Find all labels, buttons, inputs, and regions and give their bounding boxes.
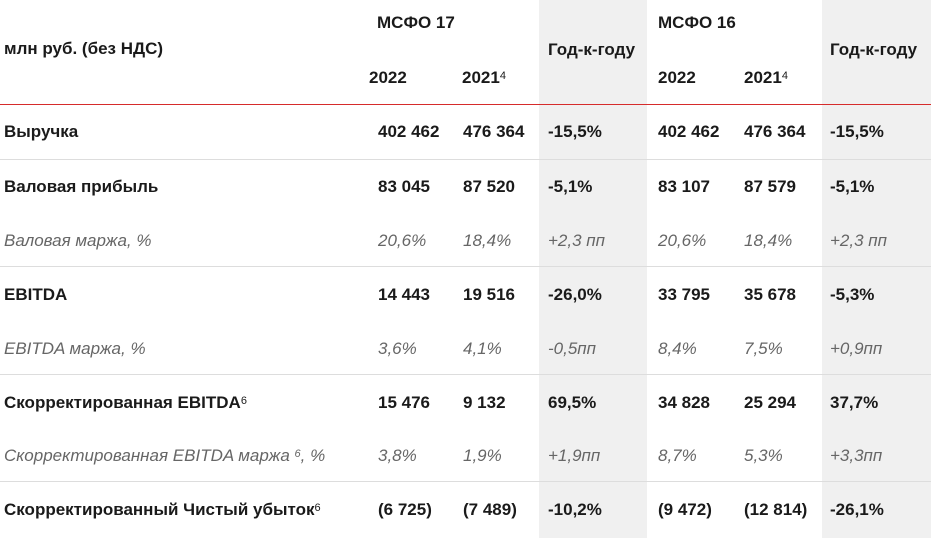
year-header-msfo16-2022: 2022: [658, 68, 696, 87]
unit-label: млн руб. (без НДС): [4, 39, 164, 58]
footnote-ref: 6: [240, 395, 247, 407]
cell-yoy: 37,7%: [830, 393, 879, 412]
footnote-ref: 4: [781, 70, 788, 82]
cell-value: 1,9%: [463, 446, 502, 465]
cell-yoy: -15,5%: [548, 122, 602, 141]
row-label-gross-margin: Валовая маржа, %: [4, 231, 152, 250]
yoy-header-msfo16: Год-к-году: [830, 40, 918, 59]
cell-value: 83 107: [658, 177, 710, 196]
yoy-header-msfo17: Год-к-году: [548, 40, 636, 59]
cell-value: 20,6%: [658, 231, 707, 250]
cell-value: 3,8%: [378, 446, 417, 465]
row-label-revenue: Выручка: [4, 122, 79, 141]
cell-yoy: -5,1%: [830, 177, 875, 196]
cell-value: 20,6%: [378, 231, 427, 250]
group-header-msfo17: МСФО 17: [377, 13, 455, 32]
footnote-ref: 6: [294, 448, 301, 460]
cell-value: 19 516: [463, 285, 515, 304]
cell-yoy: -10,2%: [548, 500, 602, 519]
cell-value: 14 443: [378, 285, 430, 304]
cell-value: 8,7%: [658, 446, 697, 465]
cell-value: 476 364: [744, 122, 806, 141]
cell-value: 3,6%: [378, 339, 417, 358]
row-divider: [0, 266, 931, 267]
cell-value: 402 462: [378, 122, 440, 141]
cell-value: 83 045: [378, 177, 430, 196]
cell-value: 18,4%: [463, 231, 512, 250]
cell-value: 8,4%: [658, 339, 697, 358]
cell-value: 34 828: [658, 393, 710, 412]
row-label-adjusted-ebitda: Скорректированная EBITDA6: [4, 393, 247, 412]
cell-yoy: +2,3 пп: [830, 231, 887, 250]
cell-yoy: +3,3пп: [830, 446, 883, 465]
cell-value: (9 472): [658, 500, 712, 519]
cell-value: (6 725): [378, 500, 432, 519]
row-divider: [0, 374, 931, 375]
cell-yoy: -26,0%: [548, 285, 602, 304]
row-label-ebitda-margin: EBITDA маржа, %: [4, 339, 146, 358]
cell-value: 87 520: [463, 177, 515, 196]
cell-yoy: +2,3 пп: [548, 231, 605, 250]
cell-value: 18,4%: [744, 231, 793, 250]
cell-value: 9 132: [463, 393, 506, 412]
cell-value: 4,1%: [463, 339, 502, 358]
year-header-msfo17-2022: 2022: [369, 68, 407, 87]
cell-value: 7,5%: [744, 339, 783, 358]
row-label-adjusted-net-loss: Скорректированный Чистый убыток6: [4, 500, 321, 519]
cell-value: 402 462: [658, 122, 720, 141]
cell-value: 476 364: [463, 122, 525, 141]
yoy-column-shade-msfo16: [822, 0, 931, 538]
cell-yoy: -15,5%: [830, 122, 884, 141]
cell-value: 33 795: [658, 285, 710, 304]
cell-value: 25 294: [744, 393, 796, 412]
cell-value: 15 476: [378, 393, 430, 412]
cell-yoy: -5,1%: [548, 177, 593, 196]
footnote-ref: 6: [314, 502, 321, 514]
yoy-column-shade-msfo17: [539, 0, 647, 538]
year-header-msfo16-2021: 20214: [744, 68, 788, 87]
row-label-adjusted-ebitda-margin: Скорректированная EBITDA маржа 6, %: [4, 446, 326, 465]
row-label-gross-profit: Валовая прибыль: [4, 177, 159, 196]
header-divider: [0, 104, 931, 105]
cell-yoy: -26,1%: [830, 500, 884, 519]
cell-yoy: -0,5пп: [548, 339, 597, 358]
cell-value: (7 489): [463, 500, 517, 519]
cell-yoy: +1,9пп: [548, 446, 601, 465]
row-divider: [0, 159, 931, 160]
cell-yoy: 69,5%: [548, 393, 597, 412]
row-label-ebitda: EBITDA: [4, 285, 68, 304]
cell-value: (12 814): [744, 500, 808, 519]
row-divider: [0, 481, 931, 482]
cell-yoy: +0,9пп: [830, 339, 883, 358]
cell-value: 5,3%: [744, 446, 783, 465]
year-header-msfo17-2021: 20214: [462, 68, 506, 87]
group-header-msfo16: МСФО 16: [658, 13, 736, 32]
cell-yoy: -5,3%: [830, 285, 875, 304]
cell-value: 35 678: [744, 285, 796, 304]
footnote-ref: 4: [499, 70, 506, 82]
cell-value: 87 579: [744, 177, 796, 196]
